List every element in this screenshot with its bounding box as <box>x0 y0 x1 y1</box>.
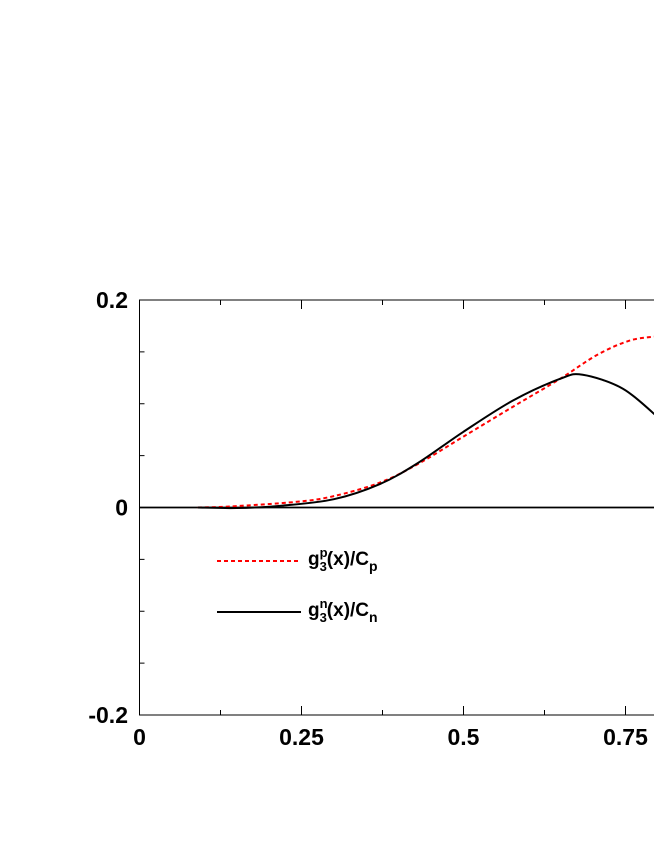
y-tick-label: 0.2 <box>96 287 128 313</box>
x-tick-label: 0.5 <box>448 724 480 750</box>
legend-label: gp 3(x)/Cp <box>308 545 378 574</box>
x-tick-label: 0.25 <box>279 724 324 750</box>
y-tick-label: -0.2 <box>88 702 128 728</box>
series-lines <box>197 335 654 510</box>
tick-labels: 0 0.25 0.5 0.750.20-0.2 <box>88 287 648 750</box>
series-line-proton <box>197 335 654 509</box>
legend-base: g <box>308 549 320 570</box>
legend-rest: (x)/C <box>327 549 370 570</box>
legend-rest-sub: n <box>369 609 378 625</box>
legend-base: g <box>308 600 320 621</box>
legend-label: gn 3(x)/Cn <box>308 596 378 625</box>
legend-sup: n <box>320 596 328 611</box>
legend-sub: 3 <box>320 610 327 625</box>
legend-sup: p <box>320 545 328 560</box>
y-tick-label: 0 <box>115 495 128 521</box>
series-line-neutron <box>197 373 654 510</box>
x-tick-label: 0.75 <box>603 724 648 750</box>
legend-rest: (x)/C <box>327 600 370 621</box>
legend-sub: 3 <box>320 559 327 574</box>
legend-rest-sub: p <box>369 558 378 574</box>
x-tick-label: 0 <box>133 724 146 750</box>
